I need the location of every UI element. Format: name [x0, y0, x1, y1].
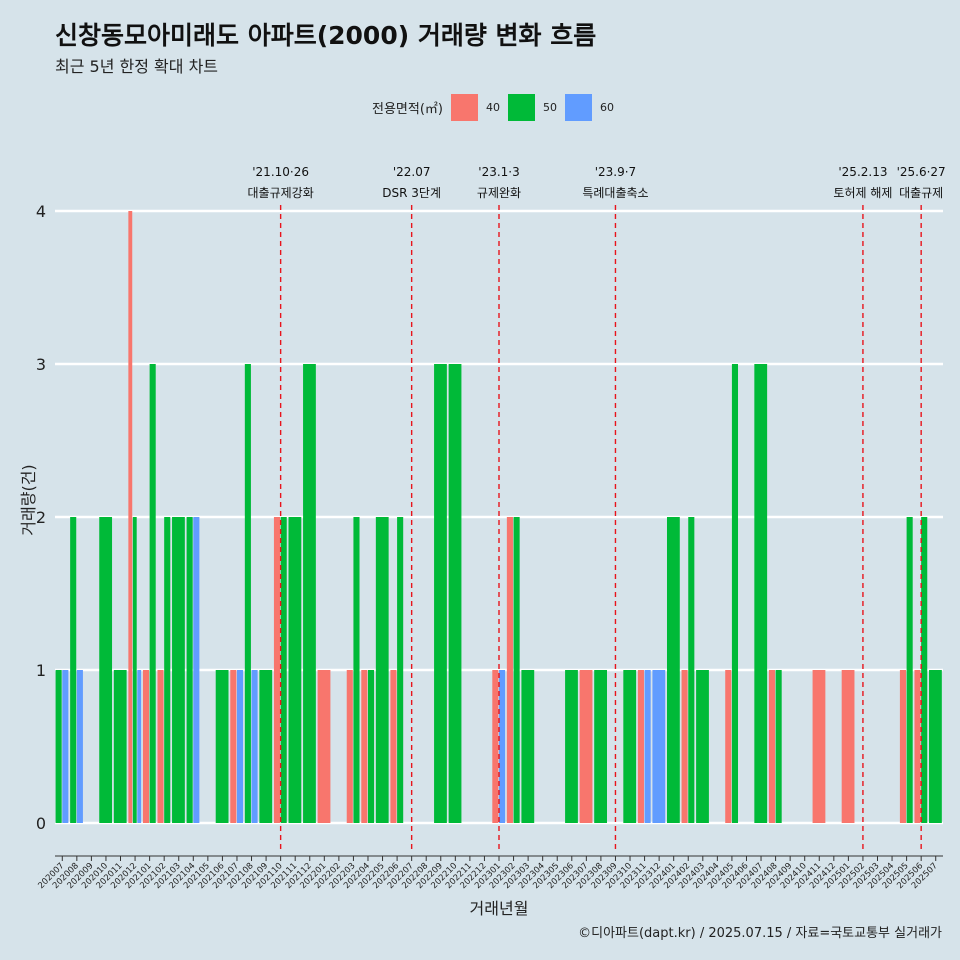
bar-60-202311 — [644, 670, 651, 823]
bar-50-202505 — [906, 517, 913, 823]
legend-item-40: 40 — [450, 93, 500, 121]
bar-40-202110 — [273, 517, 281, 823]
bar-60-202301 — [499, 670, 506, 823]
y-tick-label: 1 — [36, 661, 46, 680]
bar-50-202408 — [775, 670, 782, 823]
y-tick-label: 2 — [36, 508, 46, 527]
bar-50-202210 — [448, 364, 462, 823]
event-date-label: '21.10·26 — [252, 165, 309, 179]
bar-50-202401 — [666, 517, 680, 823]
bar-50-202407 — [754, 364, 768, 823]
event-name-label: 대출규제강화 — [248, 186, 314, 200]
event-name-label: 대출규제 — [899, 186, 943, 200]
bar-50-202007 — [55, 670, 62, 823]
bar-50-202103 — [172, 517, 185, 823]
bar-40-202206 — [390, 670, 397, 823]
bar-50-202012 — [132, 517, 137, 823]
bar-40-202102 — [157, 670, 164, 823]
bar-50-202109 — [259, 670, 273, 823]
bar-50-202112 — [303, 364, 316, 823]
bar-40-202301 — [492, 670, 499, 823]
bar-60-202108 — [251, 670, 258, 823]
bar-50-202111 — [288, 517, 302, 823]
bar-40-202302 — [506, 517, 513, 823]
bar-60-202007 — [62, 670, 69, 823]
bar-40-202307 — [579, 670, 593, 823]
bar-50-202203 — [353, 517, 360, 823]
legend: 전용면적(㎡) 40 50 60 — [372, 93, 622, 121]
bar-40-202505 — [899, 670, 907, 823]
event-date-label: '23.1·3 — [478, 165, 519, 179]
chart-subtitle: 최근 5년 한정 확대 차트 — [55, 57, 219, 76]
bar-50-202310 — [623, 670, 637, 823]
bar-50-202106 — [215, 670, 229, 823]
y-tick-label: 4 — [36, 202, 46, 221]
bar-40-202506 — [914, 670, 921, 823]
y-axis-title: 거래량(건) — [19, 464, 38, 535]
bar-50-202206 — [397, 517, 404, 823]
bar-50-202306 — [565, 670, 578, 823]
bar-40-202101 — [142, 670, 150, 823]
bar-50-202011 — [113, 670, 127, 823]
bar-50-202101 — [149, 364, 156, 823]
event-date-label: '25.2.13 — [838, 165, 887, 179]
legend-label-50: 50 — [542, 100, 557, 114]
legend-item-50: 50 — [507, 93, 557, 121]
bar-50-202010 — [99, 517, 113, 823]
bar-50-202108 — [244, 364, 251, 823]
bar-50-202008 — [70, 517, 77, 823]
bar-40-202408 — [768, 670, 775, 823]
bar-50-202205 — [375, 517, 389, 823]
event-name-label: DSR 3단계 — [382, 186, 441, 200]
y-tick-label: 3 — [36, 355, 46, 374]
y-tick-label: 0 — [36, 814, 46, 833]
chart-caption: ©디아파트(dapt.kr) / 2025.07.15 / 자료=국토교통부 실… — [578, 926, 942, 941]
legend-swatch-40 — [450, 93, 478, 121]
legend-label-40: 40 — [485, 100, 500, 114]
bar-40-202203 — [346, 670, 353, 823]
bar-60-202312 — [652, 670, 666, 823]
bar-50-202507 — [929, 670, 942, 823]
bar-50-202209 — [434, 364, 447, 823]
event-name-label: 특례대출축소 — [582, 186, 648, 200]
bar-40-202311 — [637, 670, 644, 823]
bar-50-202204 — [367, 670, 375, 823]
bar-40-202402 — [681, 670, 688, 823]
event-date-label: '25.6·27 — [897, 165, 946, 179]
bar-50-202110 — [280, 517, 287, 823]
bar-60-202008 — [76, 670, 83, 823]
bar-50-202303 — [521, 670, 535, 823]
legend-item-60: 60 — [564, 93, 614, 121]
bar-40-202201 — [317, 670, 331, 823]
legend-swatch-60 — [564, 93, 592, 121]
event-name-label: 규제완화 — [477, 186, 521, 200]
bar-50-202506 — [921, 517, 928, 823]
bar-50-202302 — [513, 517, 520, 823]
bar-50-202402 — [688, 517, 695, 823]
event-name-label: 토허제 해제 — [833, 186, 892, 200]
event-date-label: '22.07 — [393, 165, 431, 179]
x-axis-title: 거래년월 — [470, 899, 529, 918]
bar-40-202107 — [230, 670, 237, 823]
event-date-label: '23.9·7 — [595, 165, 636, 179]
bar-40-202501 — [841, 670, 855, 823]
bar-50-202405 — [731, 364, 739, 823]
bar-50-202104 — [186, 517, 193, 823]
bar-40-202405 — [725, 670, 732, 823]
bar-40-202204 — [361, 670, 368, 823]
bar-40-202411 — [812, 670, 826, 823]
chart-title: 신창동모아미래도 아파트(2000) 거래량 변화 흐름 — [55, 21, 597, 50]
bar-50-202102 — [164, 517, 171, 823]
bar-40-202012 — [128, 211, 133, 823]
legend-label-60: 60 — [599, 100, 614, 114]
bar-60-202104 — [193, 517, 200, 823]
bar-60-202012 — [137, 670, 142, 823]
legend-title: 전용면적(㎡) — [372, 101, 443, 117]
bar-50-202403 — [696, 670, 709, 823]
bar-60-202107 — [236, 670, 244, 823]
legend-swatch-50 — [507, 93, 535, 121]
bar-50-202308 — [594, 670, 607, 823]
